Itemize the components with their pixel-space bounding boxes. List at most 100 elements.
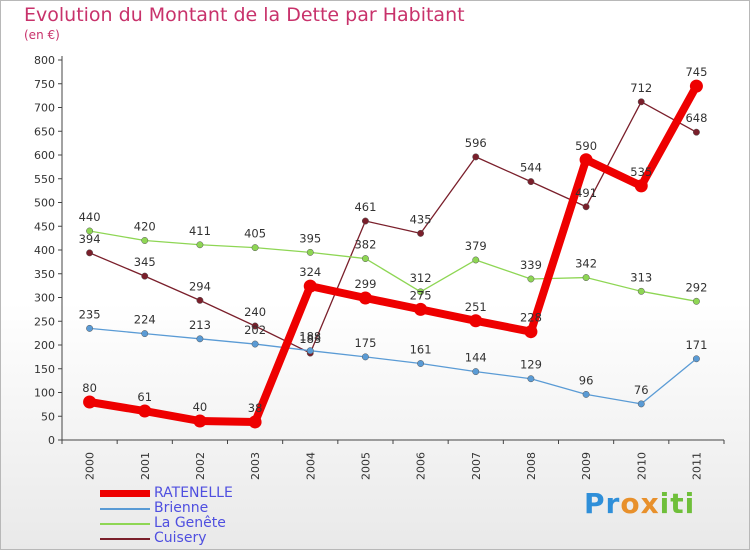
data-point [472,153,480,161]
y-tick-label: 0 [48,434,55,447]
x-tick-label: 2006 [415,452,428,480]
logo-letter: x [640,487,660,520]
data-label: 251 [465,300,487,314]
data-label: 394 [79,232,101,246]
data-label: 312 [410,271,432,285]
y-tick-label: 350 [34,268,55,281]
data-point [527,375,535,383]
data-label: 342 [575,257,597,271]
data-point [83,395,97,409]
data-label: 76 [634,383,649,397]
data-point [692,128,700,136]
data-label: 40 [193,400,208,414]
logo-letter: t [670,487,685,520]
x-tick-label: 2011 [690,452,703,480]
data-label: 590 [575,139,597,153]
data-point [527,178,535,186]
y-tick-label: 550 [34,173,55,186]
legend-item: Brienne [100,501,233,516]
data-point [251,244,259,252]
data-label: 202 [244,323,266,337]
chart-legend: RATENELLE Brienne La Genête Cuisery [100,486,233,546]
data-point [306,347,314,355]
data-label: 183 [299,332,321,346]
data-label: 144 [465,351,487,365]
data-label: 324 [299,265,321,279]
data-label: 129 [520,358,542,372]
data-label: 405 [244,227,266,241]
data-point [692,355,700,363]
y-tick-label: 800 [34,54,55,67]
x-tick-label: 2001 [139,452,152,480]
legend-label: RATENELLE [154,485,233,501]
y-tick-label: 400 [34,244,55,257]
data-point [251,322,259,330]
logo-letter: o [620,487,641,520]
legend-swatch [100,507,150,510]
data-label: 61 [137,390,152,404]
chart-title: Evolution du Montant de la Dette par Hab… [24,4,465,26]
y-tick-label: 100 [34,387,55,400]
x-tick-label: 2010 [635,452,648,480]
data-point [637,287,645,295]
data-point [138,404,152,418]
data-label: 745 [685,65,707,79]
data-label: 292 [685,280,707,294]
y-tick-label: 200 [34,339,55,352]
data-label: 96 [579,373,594,387]
data-point [196,335,204,343]
legend-swatch [100,537,150,540]
data-point [637,98,645,106]
data-point [193,414,207,428]
data-point [303,279,317,293]
data-point [689,79,703,93]
data-point [361,353,369,361]
x-tick-label: 2002 [194,452,207,480]
data-label: 345 [134,255,156,269]
data-point [141,272,149,280]
data-label: 411 [189,224,211,238]
data-point [582,203,590,211]
series-line-brienne [88,327,698,405]
y-tick-label: 150 [34,363,55,376]
data-point [86,324,94,332]
data-label: 379 [465,239,487,253]
data-point [358,291,372,305]
data-point [579,153,593,167]
chart-subtitle: (en €) [24,28,60,42]
legend-item: Cuisery [100,531,233,546]
data-point [472,256,480,264]
data-label: 535 [630,165,652,179]
logo-letter: r [605,487,621,520]
data-point [692,297,700,305]
y-tick-label: 600 [34,149,55,162]
legend-item: RATENELLE [100,486,233,501]
x-tick-label: 2003 [249,452,262,480]
series-line-cuisery [88,101,698,354]
y-tick-label: 500 [34,197,55,210]
y-tick-label: 750 [34,78,55,91]
data-label: 213 [189,318,211,332]
legend-label: La Genête [154,515,226,531]
legend-label: Brienne [154,500,209,516]
data-point [634,179,648,193]
x-tick-label: 2005 [359,452,372,480]
data-label: 161 [410,343,432,357]
logo-letter: P [584,487,606,520]
data-point [524,325,538,339]
series-line-la-gen-te [88,230,698,302]
data-label: 299 [354,277,376,291]
data-label: 382 [354,238,376,252]
legend-item: La Genête [100,516,233,531]
data-label: 435 [410,212,432,226]
data-label: 420 [134,220,156,234]
proxiti-logo: Proxiti [584,487,695,520]
data-point [417,229,425,237]
data-label: 294 [189,279,211,293]
y-tick-label: 650 [34,125,55,138]
data-point [417,288,425,296]
data-point [141,330,149,338]
data-point [86,249,94,257]
